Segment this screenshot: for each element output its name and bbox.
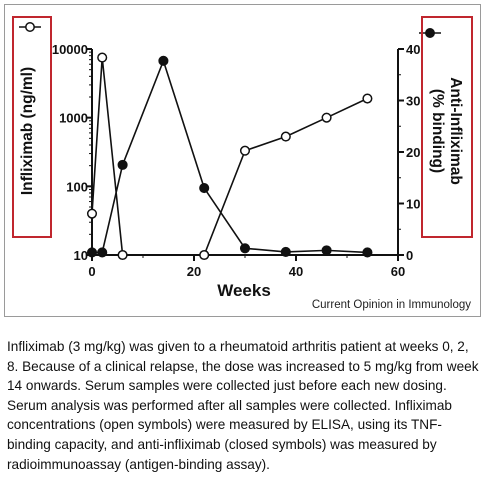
anti-infliximab-data-point — [199, 183, 210, 194]
infliximab-data-point — [280, 131, 291, 142]
y-left-tick-label: 10000 — [52, 42, 88, 57]
anti-infliximab-data-point — [239, 243, 251, 254]
anti-infliximab-data-point — [86, 247, 98, 258]
chart-figure: 10 100 1000 10000 0 10 20 30 40 0 20 40 60 Inflixi… — [4, 4, 481, 317]
y-right-tick-label: 10 — [406, 197, 420, 212]
y-right-axis-label-line2: (% binding) — [429, 89, 446, 173]
anti-infliximab-data-point — [321, 245, 332, 256]
infliximab-data-point — [321, 112, 332, 123]
anti-infliximab-data-point — [97, 247, 108, 258]
left-axis-highlight-box — [12, 16, 52, 238]
x-axis-label: Weeks — [217, 281, 271, 300]
y-right-tick-label: 0 — [406, 248, 413, 263]
infliximab-data-point — [239, 145, 251, 156]
y-right-tick-label: 20 — [406, 145, 420, 160]
x-tick-label: 0 — [88, 264, 95, 279]
y-right-axis-label-line1: Anti-Infliximab — [447, 77, 464, 185]
y-right-tick-label: 30 — [406, 94, 420, 109]
y-right-tick-label: 40 — [406, 42, 420, 57]
y-left-axis-label: Infliximab (ng/ml) — [19, 67, 36, 195]
legend-open-circle-marker — [19, 22, 41, 32]
infliximab-series-line — [91, 57, 368, 256]
x-tick-label: 40 — [289, 264, 303, 279]
anti-infliximab-series-line — [92, 58, 368, 254]
y-left-tick-label: 1000 — [59, 111, 88, 126]
anti-infliximab-data-point — [117, 159, 128, 170]
infliximab-data-point — [362, 93, 373, 104]
source-credit: Current Opinion in Immunology — [312, 299, 471, 311]
infliximab-data-point — [86, 208, 98, 219]
anti-infliximab-data-point — [158, 55, 169, 66]
infliximab-data-point — [199, 249, 210, 261]
x-tick-label: 20 — [187, 264, 201, 279]
infliximab-data-point — [117, 249, 128, 261]
y-left-tick-label: 10 — [74, 248, 88, 263]
figure-caption: Infliximab (3 mg/kg) was given to a rheu… — [7, 339, 479, 472]
anti-infliximab-data-point — [280, 246, 291, 257]
y-left-tick-label: 100 — [66, 179, 88, 194]
infliximab-data-point — [97, 52, 108, 63]
right-axis-highlight-box — [421, 16, 473, 238]
anti-infliximab-data-point — [362, 247, 373, 258]
x-tick-label: 60 — [391, 264, 405, 279]
